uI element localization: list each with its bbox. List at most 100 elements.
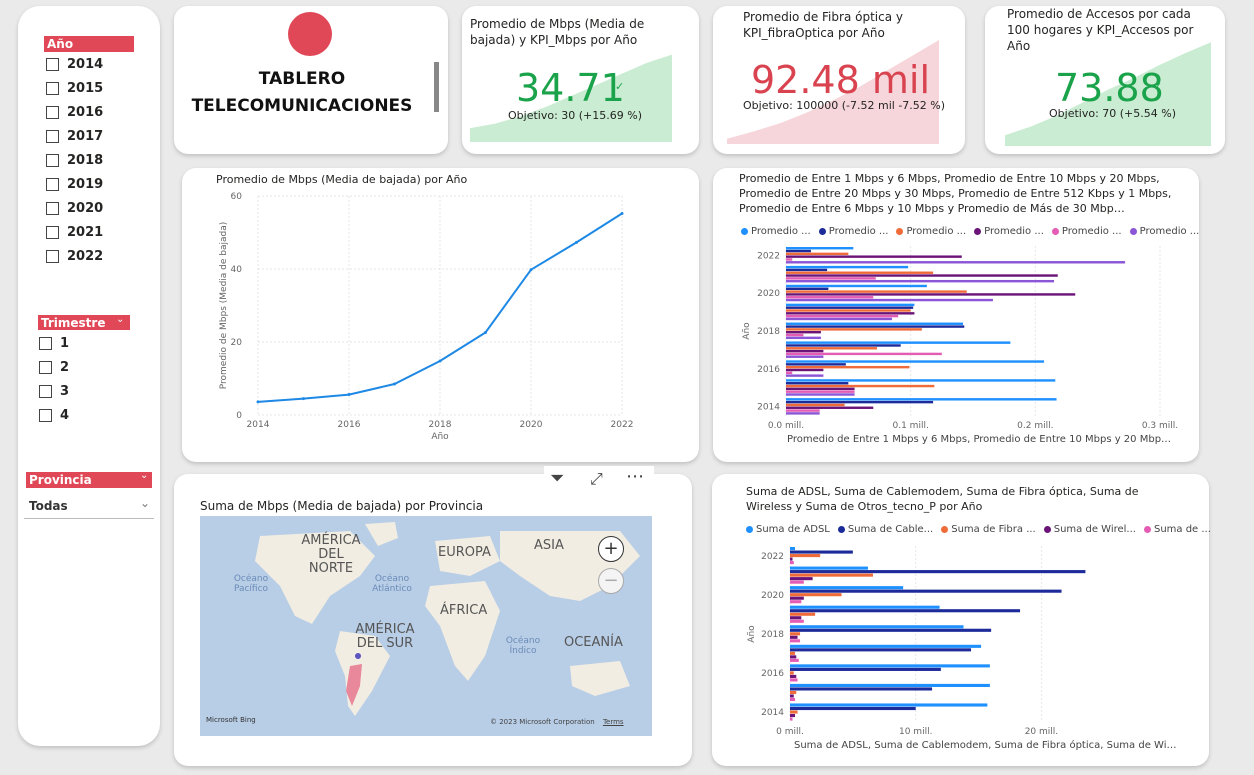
quarter-option[interactable]: 1 bbox=[39, 336, 69, 351]
zoom-out-button[interactable]: − bbox=[598, 568, 624, 594]
bar bbox=[786, 412, 820, 415]
ocean-label: Océano Índico bbox=[505, 636, 541, 656]
chevron-down-icon[interactable]: ⌄ bbox=[116, 314, 125, 325]
year-option[interactable]: 2015 bbox=[46, 81, 103, 96]
legend-label: Promedio ... bbox=[984, 226, 1044, 237]
bar bbox=[790, 605, 940, 609]
chart-title: Suma de ADSL, Suma de Cablemodem, Suma d… bbox=[746, 485, 1139, 513]
checkbox[interactable] bbox=[46, 130, 59, 143]
checkbox[interactable] bbox=[46, 250, 59, 263]
quarter-option[interactable]: 2 bbox=[39, 360, 69, 375]
scrollbar[interactable] bbox=[434, 62, 439, 112]
kpi-trend-shape bbox=[1005, 42, 1211, 146]
checkbox[interactable] bbox=[46, 226, 59, 239]
bar bbox=[786, 249, 811, 253]
checkbox[interactable] bbox=[46, 106, 59, 119]
data-point bbox=[529, 268, 533, 272]
x-tick-label: 2014 bbox=[247, 420, 270, 430]
quarter-option[interactable]: 3 bbox=[39, 384, 69, 399]
bar bbox=[790, 619, 804, 623]
bar bbox=[790, 648, 972, 652]
legend-label: Suma de Wirel... bbox=[1053, 524, 1136, 535]
bar bbox=[786, 317, 892, 321]
year-option[interactable]: 2016 bbox=[46, 105, 103, 120]
legend-item[interactable]: Suma de ADSL bbox=[746, 524, 830, 535]
bar-chart-speed[interactable]: 0.0 mill. 0.1 mill. 0.2 mill. 0.3 mill. 2014… bbox=[713, 168, 1199, 462]
bar bbox=[790, 710, 798, 714]
legend-item[interactable]: Promedio ... bbox=[974, 226, 1044, 237]
chart-legend: Promedio ... Promedio ... Promedio ... Prom… bbox=[741, 226, 1207, 237]
bar bbox=[786, 374, 824, 377]
zoom-in-button[interactable]: + bbox=[598, 536, 624, 562]
year-option[interactable]: 2020 bbox=[46, 201, 103, 216]
year-option[interactable]: 2014 bbox=[46, 57, 103, 72]
year-option[interactable]: 2021 bbox=[46, 225, 103, 240]
bar-chart-tech[interactable]: 0 mill. 10 mill. 20 mill. 2014 2016 2018 2020 2… bbox=[712, 474, 1209, 766]
checkbox[interactable] bbox=[46, 82, 59, 95]
checkbox[interactable] bbox=[46, 178, 59, 191]
province-dropdown[interactable]: Todas ⌄ bbox=[24, 494, 154, 519]
legend-dot bbox=[818, 228, 826, 235]
legend-item[interactable]: Promedio ... bbox=[896, 226, 966, 237]
terms-link[interactable]: Terms bbox=[602, 718, 624, 726]
checkbox[interactable] bbox=[46, 58, 59, 71]
focus-mode-icon[interactable]: ⤢ bbox=[590, 469, 603, 488]
y-tick-label: 60 bbox=[231, 192, 243, 202]
legend-item[interactable]: Suma de Cable... bbox=[837, 524, 933, 535]
bar bbox=[786, 277, 876, 280]
quarter-option[interactable]: 4 bbox=[39, 408, 69, 423]
quarter-slicer-header[interactable]: Trimestre bbox=[38, 315, 130, 330]
checkbox[interactable] bbox=[46, 154, 59, 167]
checkbox[interactable] bbox=[39, 361, 52, 374]
bar bbox=[786, 287, 829, 291]
bar bbox=[790, 697, 796, 702]
checkbox[interactable] bbox=[39, 409, 52, 422]
chart-legend: Suma de ADSL Suma de Cable... Suma de Fibr… bbox=[746, 524, 1219, 535]
bar bbox=[786, 298, 993, 302]
legend-dot bbox=[837, 526, 845, 533]
y-tick-label: 40 bbox=[231, 265, 243, 275]
province-slicer-header[interactable]: Provincia bbox=[26, 472, 152, 488]
checkbox[interactable] bbox=[39, 385, 52, 398]
year-option[interactable]: 2022 bbox=[46, 249, 103, 264]
legend-item[interactable]: Promedio ... bbox=[741, 226, 811, 237]
map-brand: Microsoft Bing bbox=[206, 716, 256, 724]
bar bbox=[790, 550, 853, 554]
bar bbox=[790, 644, 982, 648]
legend-item[interactable]: Suma de Fibra ... bbox=[941, 524, 1036, 535]
more-options-icon[interactable]: ⋯ bbox=[626, 466, 644, 487]
bar bbox=[790, 713, 796, 718]
bar bbox=[790, 561, 794, 565]
ocean-label: Océano Pacífico bbox=[233, 574, 269, 594]
legend-item[interactable]: Promedio ... bbox=[1051, 226, 1122, 237]
y-axis-label: Año bbox=[742, 322, 752, 340]
checkbox[interactable] bbox=[46, 202, 59, 215]
legend-item[interactable]: Suma de Wirel... bbox=[1043, 524, 1136, 535]
legend-item[interactable]: Promedio ... bbox=[818, 226, 888, 237]
kpi-trend-shape bbox=[727, 40, 939, 144]
bar bbox=[786, 279, 1055, 283]
bar bbox=[790, 570, 1086, 574]
bar bbox=[790, 683, 990, 687]
bar bbox=[790, 655, 797, 659]
bar bbox=[790, 671, 794, 675]
bar bbox=[786, 252, 849, 256]
legend-dot bbox=[741, 228, 748, 235]
kpi-goal: Objetivo: 70 (+5.54 %) bbox=[1049, 107, 1177, 120]
map-area[interactable]: AMÉRICA DEL NORTE EUROPA ASIA ÁFRICA AMÉ… bbox=[200, 516, 652, 736]
data-point bbox=[484, 331, 487, 335]
chevron-down-icon[interactable]: ⌄ bbox=[140, 470, 149, 481]
year-option[interactable]: 2017 bbox=[46, 129, 103, 144]
year-option[interactable]: 2019 bbox=[46, 177, 103, 192]
line-chart[interactable]: 0 20 40 60 2014 2016 2018 2020 2022 Año Promedio d… bbox=[182, 168, 699, 462]
legend-label: Promedio ... bbox=[1061, 226, 1122, 237]
bar bbox=[790, 589, 1062, 593]
checkbox[interactable] bbox=[39, 337, 52, 350]
option-label: 2017 bbox=[67, 129, 104, 144]
year-option[interactable]: 2018 bbox=[46, 153, 103, 168]
filter-icon[interactable]: ⏷ bbox=[550, 468, 565, 489]
legend-item[interactable]: Suma de ... bbox=[1143, 524, 1211, 535]
legend-item[interactable]: Promedio ... bbox=[1129, 226, 1199, 237]
kpi-trend-area bbox=[727, 40, 939, 144]
y-tick-label: 2016 bbox=[761, 669, 784, 679]
